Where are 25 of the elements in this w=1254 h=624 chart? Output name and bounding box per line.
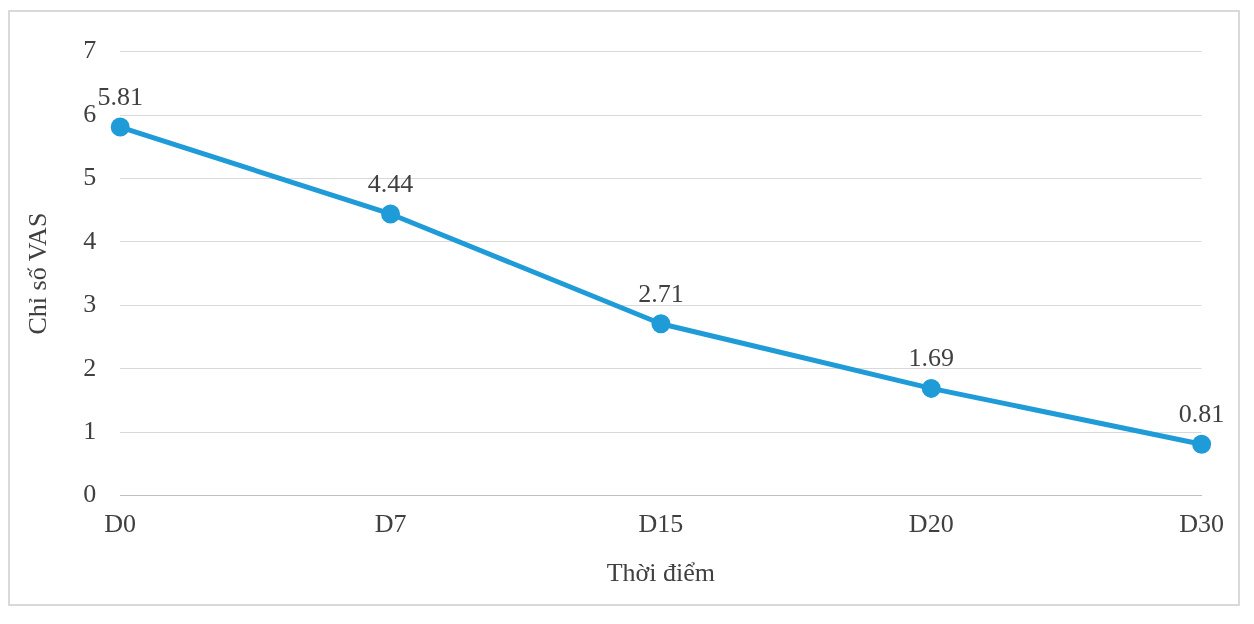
y-tick-label: 5: [83, 162, 97, 192]
point: [110, 117, 130, 137]
x-axis-title: Thời điểm: [606, 558, 716, 588]
x-tick-label: D30: [1179, 509, 1224, 539]
x-tick-label: D20: [908, 509, 954, 539]
y-axis-title: Chỉ số VAS: [23, 212, 53, 335]
point: [1192, 434, 1212, 454]
point: [381, 204, 401, 224]
y-tick-label: 4: [83, 225, 97, 255]
point: [651, 314, 671, 334]
y-tick-label: 6: [83, 98, 97, 128]
y-tick-label: 2: [83, 352, 97, 382]
data-label: 0.81: [1178, 399, 1225, 429]
point: [921, 378, 941, 398]
y-tick-label: 7: [83, 35, 97, 65]
data-label: 1.69: [908, 343, 955, 373]
y-tick-label: 1: [83, 416, 97, 445]
data-label: 5.81: [97, 81, 143, 111]
y-tick-label: 0: [83, 479, 97, 509]
x-tick-label: D0: [104, 509, 137, 539]
data-label: 4.44: [367, 168, 414, 198]
x-tick-label: D7: [374, 509, 407, 539]
data-label: 2.71: [638, 278, 684, 308]
y-tick-label: 3: [83, 289, 97, 319]
x-tick-label: D15: [638, 509, 684, 539]
